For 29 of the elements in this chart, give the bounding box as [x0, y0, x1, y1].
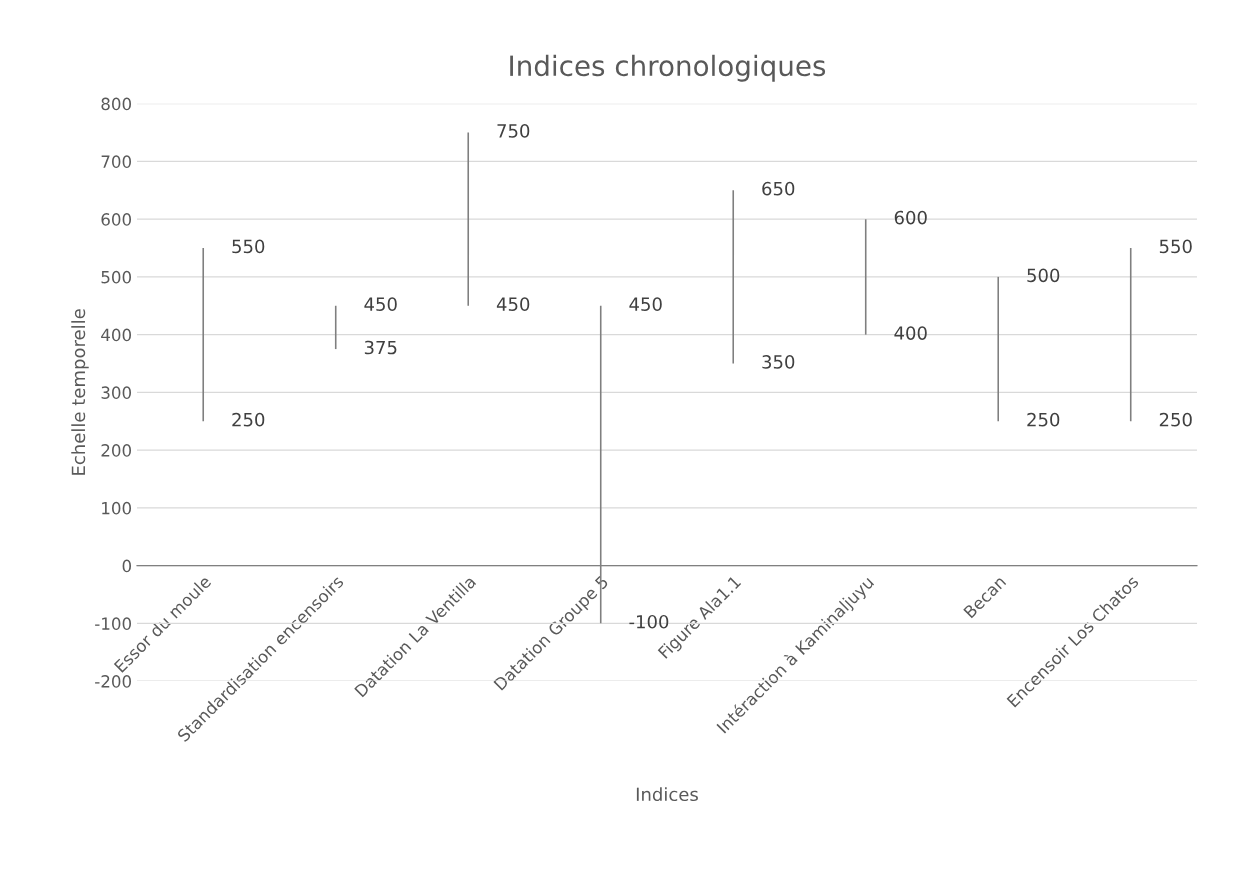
annotation: 450 [629, 297, 662, 311]
annotation: 550 [232, 239, 265, 254]
annotation: 550 [1159, 239, 1192, 254]
y-tick-label: 400 [101, 328, 132, 342]
y-tick-label: 0 [122, 559, 132, 573]
y-axis-title: Echelle temporelle [71, 309, 89, 475]
y-tick-label: 200 [101, 444, 132, 457]
y-tick-label: 500 [101, 270, 132, 284]
x-axis-title: Indices [636, 787, 698, 802]
annotation: 250 [1159, 412, 1192, 427]
y-tick-label: -200 [95, 675, 132, 688]
annotation: 750 [497, 124, 530, 138]
annotation: 650 [762, 181, 795, 196]
annotation: 350 [762, 355, 795, 369]
y-tick-label: 100 [102, 501, 132, 515]
chart-title: Indices chronologiques [510, 54, 826, 82]
annotation: 450 [496, 297, 530, 311]
y-tick-label: 300 [101, 386, 132, 399]
y-tick-label: -100 [95, 617, 132, 630]
annotation: 400 [894, 326, 927, 340]
y-tick-label: 800 [101, 97, 132, 111]
y-tick-label: 600 [101, 213, 132, 226]
annotation: 250 [1027, 412, 1060, 427]
annotation: 375 [364, 340, 397, 355]
y-tick-label: 700 [101, 155, 132, 168]
annotation: 250 [232, 412, 265, 427]
annotation: 450 [364, 297, 397, 311]
annotation: 500 [1027, 268, 1060, 283]
annotation: 600 [894, 210, 927, 225]
